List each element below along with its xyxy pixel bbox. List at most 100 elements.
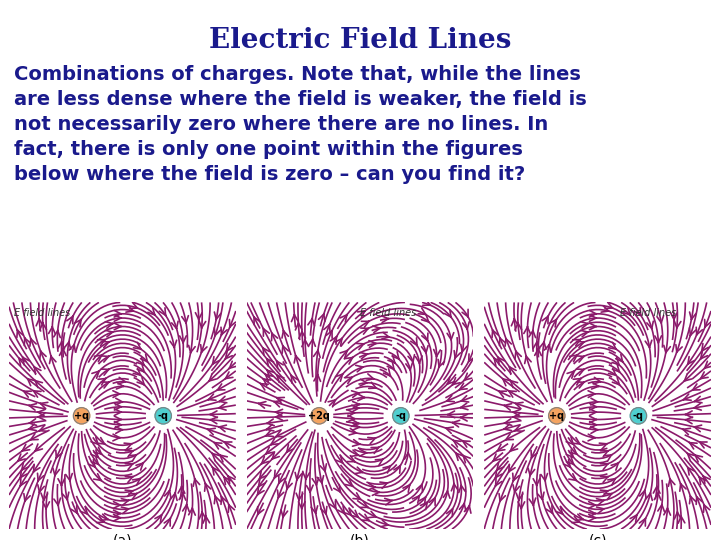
FancyArrowPatch shape bbox=[613, 364, 620, 372]
FancyArrowPatch shape bbox=[596, 507, 604, 514]
FancyArrowPatch shape bbox=[50, 356, 56, 363]
FancyArrowPatch shape bbox=[254, 317, 260, 325]
FancyArrowPatch shape bbox=[498, 357, 505, 365]
FancyArrowPatch shape bbox=[361, 321, 369, 327]
FancyArrowPatch shape bbox=[266, 424, 274, 431]
FancyArrowPatch shape bbox=[344, 377, 352, 383]
FancyArrowPatch shape bbox=[114, 510, 120, 517]
FancyArrowPatch shape bbox=[590, 403, 597, 410]
FancyArrowPatch shape bbox=[701, 372, 708, 379]
FancyArrowPatch shape bbox=[105, 322, 113, 328]
Text: +2q: +2q bbox=[308, 411, 330, 421]
FancyArrowPatch shape bbox=[420, 502, 428, 510]
FancyArrowPatch shape bbox=[309, 339, 315, 346]
FancyArrowPatch shape bbox=[179, 493, 186, 500]
FancyArrowPatch shape bbox=[215, 496, 220, 504]
FancyArrowPatch shape bbox=[114, 323, 121, 330]
FancyArrowPatch shape bbox=[703, 504, 710, 512]
FancyArrowPatch shape bbox=[352, 420, 359, 427]
FancyArrowPatch shape bbox=[294, 355, 301, 363]
FancyArrowPatch shape bbox=[29, 424, 36, 430]
FancyArrowPatch shape bbox=[590, 409, 597, 415]
FancyArrowPatch shape bbox=[573, 379, 581, 385]
FancyArrowPatch shape bbox=[58, 478, 65, 485]
FancyArrowPatch shape bbox=[592, 382, 599, 389]
FancyArrowPatch shape bbox=[351, 450, 359, 456]
FancyArrowPatch shape bbox=[605, 302, 613, 308]
FancyArrowPatch shape bbox=[258, 402, 266, 408]
FancyArrowPatch shape bbox=[101, 514, 108, 521]
FancyArrowPatch shape bbox=[452, 420, 459, 427]
FancyArrowPatch shape bbox=[387, 362, 395, 370]
FancyArrowPatch shape bbox=[510, 444, 518, 451]
FancyArrowPatch shape bbox=[125, 463, 133, 470]
FancyArrowPatch shape bbox=[40, 425, 47, 431]
FancyArrowPatch shape bbox=[380, 482, 387, 488]
FancyArrowPatch shape bbox=[704, 361, 712, 368]
FancyArrowPatch shape bbox=[125, 451, 133, 457]
FancyArrowPatch shape bbox=[678, 516, 685, 523]
FancyArrowPatch shape bbox=[701, 352, 708, 359]
FancyArrowPatch shape bbox=[203, 516, 210, 523]
FancyArrowPatch shape bbox=[525, 356, 531, 363]
FancyArrowPatch shape bbox=[361, 328, 369, 334]
FancyArrowPatch shape bbox=[258, 479, 265, 487]
FancyArrowPatch shape bbox=[572, 437, 580, 444]
FancyArrowPatch shape bbox=[503, 379, 510, 386]
FancyArrowPatch shape bbox=[528, 468, 535, 476]
FancyArrowPatch shape bbox=[336, 456, 343, 463]
FancyArrowPatch shape bbox=[596, 498, 604, 505]
FancyArrowPatch shape bbox=[504, 424, 511, 430]
FancyArrowPatch shape bbox=[114, 502, 120, 508]
FancyArrowPatch shape bbox=[292, 314, 298, 322]
FancyArrowPatch shape bbox=[225, 352, 233, 359]
FancyArrowPatch shape bbox=[623, 308, 630, 315]
FancyArrowPatch shape bbox=[600, 451, 608, 457]
FancyArrowPatch shape bbox=[505, 434, 513, 440]
FancyArrowPatch shape bbox=[576, 514, 583, 521]
FancyArrowPatch shape bbox=[500, 338, 505, 346]
FancyArrowPatch shape bbox=[683, 394, 691, 400]
FancyArrowPatch shape bbox=[266, 359, 274, 366]
FancyArrowPatch shape bbox=[657, 316, 664, 323]
FancyArrowPatch shape bbox=[515, 323, 522, 330]
FancyArrowPatch shape bbox=[40, 323, 47, 330]
FancyArrowPatch shape bbox=[35, 380, 42, 388]
FancyArrowPatch shape bbox=[438, 360, 444, 367]
FancyArrowPatch shape bbox=[97, 437, 105, 444]
FancyArrowPatch shape bbox=[318, 314, 325, 321]
FancyArrowPatch shape bbox=[382, 333, 390, 339]
FancyArrowPatch shape bbox=[355, 467, 363, 474]
FancyArrowPatch shape bbox=[27, 379, 35, 386]
FancyArrowPatch shape bbox=[699, 477, 706, 484]
FancyArrowPatch shape bbox=[130, 302, 138, 308]
FancyArrowPatch shape bbox=[114, 515, 120, 521]
FancyArrowPatch shape bbox=[114, 310, 121, 317]
FancyArrowPatch shape bbox=[189, 508, 195, 515]
FancyArrowPatch shape bbox=[34, 367, 41, 374]
FancyArrowPatch shape bbox=[75, 319, 81, 327]
FancyArrowPatch shape bbox=[694, 396, 702, 403]
FancyArrowPatch shape bbox=[454, 350, 461, 359]
FancyArrowPatch shape bbox=[444, 309, 451, 318]
FancyArrowPatch shape bbox=[69, 345, 76, 352]
FancyArrowPatch shape bbox=[504, 404, 512, 410]
FancyArrowPatch shape bbox=[210, 411, 217, 417]
FancyArrowPatch shape bbox=[324, 325, 330, 332]
FancyArrowPatch shape bbox=[410, 338, 417, 346]
FancyArrowPatch shape bbox=[287, 445, 294, 453]
FancyArrowPatch shape bbox=[114, 416, 122, 423]
FancyArrowPatch shape bbox=[67, 316, 73, 324]
FancyArrowPatch shape bbox=[569, 474, 577, 481]
FancyArrowPatch shape bbox=[462, 441, 470, 447]
FancyArrowPatch shape bbox=[274, 470, 281, 478]
FancyArrowPatch shape bbox=[589, 510, 595, 517]
FancyArrowPatch shape bbox=[303, 472, 310, 480]
FancyArrowPatch shape bbox=[24, 338, 30, 346]
FancyArrowPatch shape bbox=[261, 457, 269, 464]
FancyArrowPatch shape bbox=[58, 342, 65, 349]
FancyArrowPatch shape bbox=[225, 372, 233, 379]
FancyArrowPatch shape bbox=[164, 518, 171, 526]
FancyArrowPatch shape bbox=[654, 493, 661, 500]
FancyArrowPatch shape bbox=[366, 374, 374, 380]
